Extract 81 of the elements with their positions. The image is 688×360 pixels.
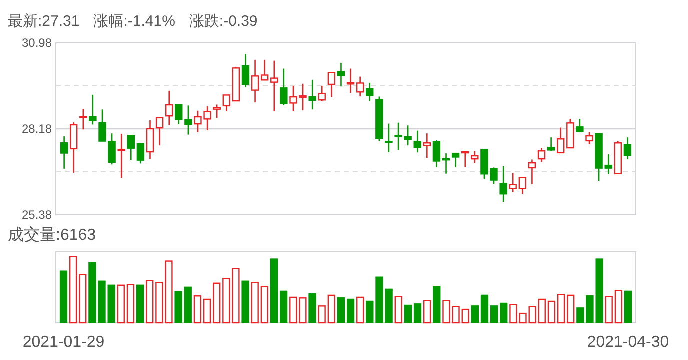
bar xyxy=(576,308,584,323)
y-tick-label: 28.18 xyxy=(22,122,52,136)
bar xyxy=(156,282,164,324)
bar xyxy=(222,278,230,324)
bar xyxy=(624,290,632,323)
bar xyxy=(356,296,364,324)
bar xyxy=(433,286,441,323)
bar xyxy=(260,286,268,324)
bar xyxy=(270,258,278,323)
bar xyxy=(605,296,613,324)
bar xyxy=(471,306,479,323)
bar xyxy=(242,280,250,323)
bar xyxy=(394,296,402,324)
candlestick xyxy=(60,136,68,170)
bar xyxy=(280,290,288,323)
candlestick xyxy=(118,133,126,179)
bar xyxy=(194,296,202,324)
bar xyxy=(500,302,508,323)
bar xyxy=(60,270,68,323)
bar xyxy=(213,282,221,324)
text: 涨跌:-0.39 xyxy=(189,13,258,30)
candlestick xyxy=(318,85,326,102)
candlestick xyxy=(385,123,393,153)
bar xyxy=(528,306,536,324)
bar xyxy=(251,282,259,324)
bar xyxy=(318,306,326,324)
candlestick xyxy=(624,136,632,160)
candlestick xyxy=(356,76,364,98)
x-tick-label: 2021-04-30 xyxy=(587,334,670,351)
bar xyxy=(290,296,298,324)
y-tick-label: 30.98 xyxy=(22,36,52,50)
candlestick xyxy=(70,122,78,174)
bar xyxy=(79,274,87,324)
bar xyxy=(480,294,489,323)
bar xyxy=(69,256,78,324)
candlestick xyxy=(308,79,316,110)
bar xyxy=(414,304,422,323)
candlestick xyxy=(184,105,192,136)
bar xyxy=(203,298,212,324)
bar xyxy=(136,284,144,323)
candlestick xyxy=(242,53,250,88)
candlestick xyxy=(251,59,260,104)
bar xyxy=(165,260,173,324)
bar xyxy=(337,298,346,323)
candlestick xyxy=(414,130,422,154)
bar xyxy=(308,294,316,323)
text: 涨幅:-1.41% xyxy=(94,13,176,30)
bar xyxy=(174,292,182,323)
bar xyxy=(184,286,192,323)
candlestick xyxy=(165,90,174,126)
x-tick-label: 2021-01-29 xyxy=(22,334,105,351)
candlestick xyxy=(346,68,355,94)
bar xyxy=(490,306,498,323)
bar xyxy=(548,300,556,324)
bar xyxy=(299,298,307,324)
bar xyxy=(346,298,355,323)
bar xyxy=(126,284,135,324)
candlestick xyxy=(337,62,346,88)
bar xyxy=(462,308,470,324)
bar xyxy=(232,268,240,324)
candlestick xyxy=(423,132,432,159)
bar xyxy=(567,294,575,324)
bar xyxy=(328,294,336,324)
text: 最新:27.31 xyxy=(8,13,80,30)
candlestick xyxy=(509,172,517,193)
y-tick-label: 25.38 xyxy=(22,208,52,222)
bar xyxy=(108,284,116,323)
bar xyxy=(404,304,412,323)
candlestick xyxy=(270,60,278,112)
bar xyxy=(424,300,432,324)
candlestick xyxy=(442,152,450,174)
bar xyxy=(366,300,374,323)
candlestick xyxy=(528,159,536,185)
bar xyxy=(538,298,546,324)
bar xyxy=(117,284,125,324)
bar xyxy=(557,294,566,324)
bar xyxy=(146,280,154,324)
candlestick xyxy=(146,120,154,160)
chart-title: 成交量:6163 xyxy=(8,226,96,244)
bar xyxy=(614,290,623,324)
candlestick xyxy=(366,82,374,102)
